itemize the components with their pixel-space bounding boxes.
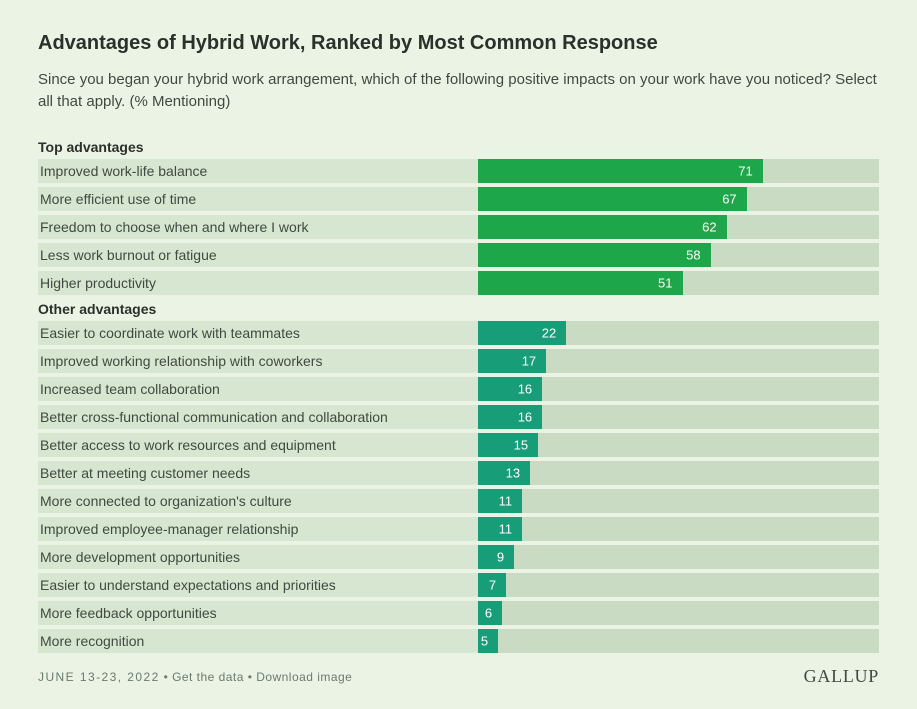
chart-row: Improved employee-manager relationship 11 bbox=[38, 517, 879, 541]
row-label: Improved work-life balance bbox=[38, 159, 478, 183]
bar-track bbox=[478, 433, 879, 457]
bar-value: 67 bbox=[722, 191, 742, 206]
chart-row: Increased team collaboration 16 bbox=[38, 377, 879, 401]
footer-left: JUNE 13-23, 2022 • Get the data • Downlo… bbox=[38, 670, 352, 684]
chart-row: Easier to understand expectations and pr… bbox=[38, 573, 879, 597]
chart-row: More connected to organization's culture… bbox=[38, 489, 879, 513]
bar-value: 9 bbox=[497, 549, 510, 564]
download-image-link[interactable]: Download image bbox=[256, 670, 352, 684]
bar-cell: 6 bbox=[478, 601, 879, 625]
chart-row: More efficient use of time 67 bbox=[38, 187, 879, 211]
chart-row: Freedom to choose when and where I work 6… bbox=[38, 215, 879, 239]
row-label: Better at meeting customer needs bbox=[38, 461, 478, 485]
bar-cell: 9 bbox=[478, 545, 879, 569]
bar-value: 11 bbox=[499, 493, 519, 508]
bar-cell: 22 bbox=[478, 321, 879, 345]
chart-title: Advantages of Hybrid Work, Ranked by Mos… bbox=[38, 32, 879, 55]
bar-fill bbox=[478, 243, 711, 267]
bar-cell: 11 bbox=[478, 489, 879, 513]
row-label: Easier to understand expectations and pr… bbox=[38, 573, 478, 597]
row-label: More feedback opportunities bbox=[38, 601, 478, 625]
chart-row: Better access to work resources and equi… bbox=[38, 433, 879, 457]
chart-row: Better cross-functional communication an… bbox=[38, 405, 879, 429]
bar-value: 62 bbox=[702, 219, 722, 234]
chart-row: More feedback opportunities 6 bbox=[38, 601, 879, 625]
chart-row: More development opportunities 9 bbox=[38, 545, 879, 569]
section-header: Top advantages bbox=[38, 139, 879, 155]
chart-row: Higher productivity 51 bbox=[38, 271, 879, 295]
bar-value: 16 bbox=[518, 381, 538, 396]
row-label: Improved employee-manager relationship bbox=[38, 517, 478, 541]
footer-date: JUNE 13-23, 2022 bbox=[38, 670, 160, 684]
bar-cell: 71 bbox=[478, 159, 879, 183]
bar-cell: 15 bbox=[478, 433, 879, 457]
footer-sep-1: • bbox=[160, 670, 172, 684]
bar-track bbox=[478, 601, 879, 625]
bar-track bbox=[478, 545, 879, 569]
bar-value: 22 bbox=[542, 325, 562, 340]
bar-value: 51 bbox=[658, 275, 678, 290]
chart-subtitle: Since you began your hybrid work arrange… bbox=[38, 69, 879, 113]
bar-track bbox=[478, 517, 879, 541]
row-label: More efficient use of time bbox=[38, 187, 478, 211]
row-label: More development opportunities bbox=[38, 545, 478, 569]
bar-value: 15 bbox=[514, 437, 534, 452]
bar-cell: 62 bbox=[478, 215, 879, 239]
bar-value: 17 bbox=[522, 353, 542, 368]
row-label: Increased team collaboration bbox=[38, 377, 478, 401]
chart-footer: JUNE 13-23, 2022 • Get the data • Downlo… bbox=[38, 666, 879, 687]
row-label: Easier to coordinate work with teammates bbox=[38, 321, 478, 345]
chart-row: Improved work-life balance 71 bbox=[38, 159, 879, 183]
chart-body: Top advantages Improved work-life balance… bbox=[38, 139, 879, 653]
bar-value: 16 bbox=[518, 409, 538, 424]
bar-fill bbox=[478, 159, 763, 183]
bar-value: 13 bbox=[506, 465, 526, 480]
chart-row: Improved working relationship with cowor… bbox=[38, 349, 879, 373]
chart-row: Better at meeting customer needs 13 bbox=[38, 461, 879, 485]
bar-cell: 11 bbox=[478, 517, 879, 541]
chart-card: Advantages of Hybrid Work, Ranked by Mos… bbox=[0, 0, 917, 709]
row-label: Less work burnout or fatigue bbox=[38, 243, 478, 267]
row-label: More recognition bbox=[38, 629, 478, 653]
chart-row: More recognition5 bbox=[38, 629, 879, 653]
row-label: Freedom to choose when and where I work bbox=[38, 215, 478, 239]
bar-value: 58 bbox=[686, 247, 706, 262]
bar-track bbox=[478, 489, 879, 513]
row-label: Better cross-functional communication an… bbox=[38, 405, 478, 429]
bar-value: 71 bbox=[738, 163, 758, 178]
bar-value: 11 bbox=[499, 521, 519, 536]
bar-cell: 16 bbox=[478, 405, 879, 429]
bar-track bbox=[478, 461, 879, 485]
row-label: Improved working relationship with cowor… bbox=[38, 349, 478, 373]
gallup-logo: GALLUP bbox=[804, 666, 879, 687]
bar-track bbox=[478, 629, 879, 653]
bar-cell: 16 bbox=[478, 377, 879, 401]
row-label: Higher productivity bbox=[38, 271, 478, 295]
bar-cell: 17 bbox=[478, 349, 879, 373]
bar-fill bbox=[478, 215, 727, 239]
footer-sep-2: • bbox=[244, 670, 256, 684]
bar-cell: 13 bbox=[478, 461, 879, 485]
bar-cell: 7 bbox=[478, 573, 879, 597]
bar-value: 5 bbox=[481, 633, 494, 648]
bar-cell: 67 bbox=[478, 187, 879, 211]
bar-fill bbox=[478, 271, 683, 295]
bar-value: 6 bbox=[485, 605, 498, 620]
bar-cell: 51 bbox=[478, 271, 879, 295]
bar-value: 7 bbox=[489, 577, 502, 592]
row-label: More connected to organization's culture bbox=[38, 489, 478, 513]
bar-fill bbox=[478, 187, 747, 211]
get-data-link[interactable]: Get the data bbox=[172, 670, 244, 684]
row-label: Better access to work resources and equi… bbox=[38, 433, 478, 457]
chart-row: Easier to coordinate work with teammates… bbox=[38, 321, 879, 345]
bar-cell: 58 bbox=[478, 243, 879, 267]
bar-track bbox=[478, 573, 879, 597]
chart-row: Less work burnout or fatigue 58 bbox=[38, 243, 879, 267]
bar-cell: 5 bbox=[478, 629, 879, 653]
section-header: Other advantages bbox=[38, 301, 879, 317]
